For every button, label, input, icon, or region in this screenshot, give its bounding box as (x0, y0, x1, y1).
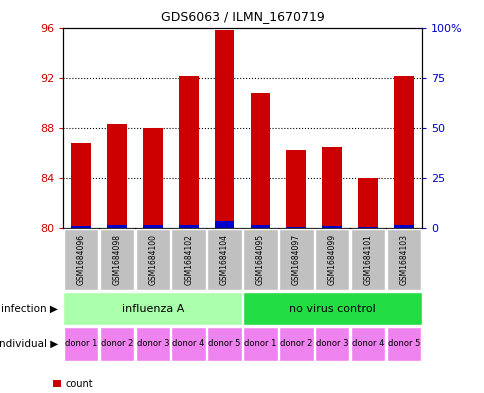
Bar (135, 327, 170, 361)
Bar (171, 327, 206, 361)
Bar (71, 226, 91, 228)
Text: influenza A: influenza A (121, 303, 183, 314)
Text: donor 5: donor 5 (208, 340, 240, 348)
Bar (278, 229, 313, 290)
Text: infection ▶: infection ▶ (1, 303, 58, 314)
Bar (207, 229, 242, 290)
Text: GSM1684102: GSM1684102 (184, 234, 193, 285)
Bar (63, 229, 98, 290)
Bar (322, 226, 341, 228)
Bar (393, 225, 413, 228)
Bar (214, 221, 234, 228)
Bar (286, 150, 305, 228)
Bar (71, 143, 91, 228)
Bar (358, 178, 377, 228)
Text: donor 1: donor 1 (244, 340, 276, 348)
Bar (393, 76, 413, 228)
Text: donor 3: donor 3 (315, 340, 348, 348)
Bar (286, 227, 305, 228)
Bar (350, 229, 385, 290)
Text: GDS6063 / ILMN_1670719: GDS6063 / ILMN_1670719 (160, 10, 324, 23)
Bar (63, 327, 98, 361)
Bar (207, 327, 242, 361)
Bar (99, 327, 134, 361)
Bar (386, 229, 421, 290)
Bar (171, 229, 206, 290)
Bar (358, 227, 377, 228)
Text: donor 2: donor 2 (101, 340, 133, 348)
Bar (179, 225, 198, 228)
Bar (250, 93, 270, 228)
Legend: count, percentile rank within the sample: count, percentile rank within the sample (53, 379, 229, 393)
Text: donor 5: donor 5 (387, 340, 419, 348)
Bar (350, 327, 385, 361)
Bar (143, 225, 162, 228)
Bar (314, 229, 349, 290)
Text: no virus control: no virus control (288, 303, 375, 314)
Bar (322, 147, 341, 228)
Text: GSM1684103: GSM1684103 (399, 234, 408, 285)
Bar (107, 225, 126, 228)
Text: donor 4: donor 4 (351, 340, 383, 348)
Text: GSM1684096: GSM1684096 (76, 234, 85, 285)
Text: GSM1684104: GSM1684104 (220, 234, 228, 285)
Text: GSM1684097: GSM1684097 (291, 234, 300, 285)
Text: donor 3: donor 3 (136, 340, 169, 348)
Bar (386, 327, 421, 361)
Bar (99, 229, 134, 290)
Text: GSM1684099: GSM1684099 (327, 234, 336, 285)
Bar (314, 327, 349, 361)
Text: GSM1684101: GSM1684101 (363, 234, 372, 285)
Bar (179, 76, 198, 228)
Bar (63, 292, 242, 325)
Text: donor 1: donor 1 (65, 340, 97, 348)
Text: GSM1684100: GSM1684100 (148, 234, 157, 285)
Bar (250, 225, 270, 228)
Bar (135, 229, 170, 290)
Bar (107, 124, 126, 228)
Bar (242, 292, 421, 325)
Text: donor 2: donor 2 (280, 340, 312, 348)
Text: GSM1684095: GSM1684095 (256, 234, 264, 285)
Text: GSM1684098: GSM1684098 (112, 234, 121, 285)
Bar (278, 327, 313, 361)
Bar (143, 128, 162, 228)
Bar (242, 229, 277, 290)
Bar (214, 30, 234, 228)
Text: donor 4: donor 4 (172, 340, 204, 348)
Bar (242, 327, 277, 361)
Text: individual ▶: individual ▶ (0, 339, 58, 349)
